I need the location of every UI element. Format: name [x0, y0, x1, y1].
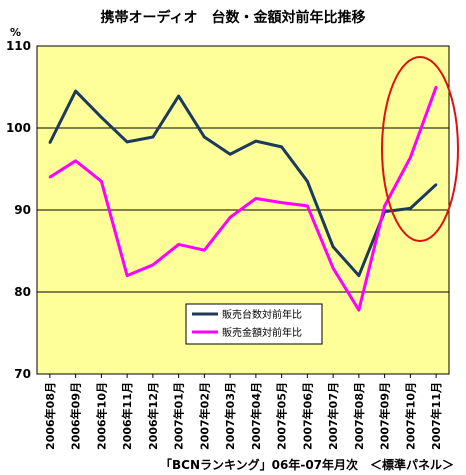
legend-label-sales-units: 販売台数対前年比 [222, 308, 302, 321]
data-point [151, 263, 155, 267]
data-point [357, 274, 361, 277]
y-tick-label: 100 [6, 121, 31, 135]
series-lines [48, 85, 438, 312]
data-point [151, 135, 155, 139]
data-point [177, 94, 180, 98]
x-tick-label: 2007年09月 [378, 382, 392, 450]
data-point [125, 140, 129, 144]
x-axis: 2006年08月 2006年09月 2006年10月 2006年11月 2006年12月… [43, 374, 443, 450]
gridlines [37, 127, 449, 293]
highlight-ellipse [381, 56, 459, 242]
data-point [357, 308, 361, 312]
y-axis: 70 80 90 100 110 [6, 39, 31, 381]
source-note: 「BCNランキング」06年-07年月次 ＜標準パネル＞ [160, 457, 454, 472]
x-tick-label: 2007年01月 [172, 382, 186, 450]
data-point [306, 180, 309, 183]
x-tick-label: 2006年08月 [43, 382, 57, 450]
chart-title: 携帯オーディオ 台数・金額対前年比推移 [100, 9, 365, 26]
data-point [434, 85, 438, 89]
x-tick-label: 2007年10月 [403, 382, 417, 450]
y-unit-label: % [10, 26, 21, 39]
data-point [331, 245, 335, 249]
x-tick-label: 2007年11月 [429, 382, 443, 450]
data-point [48, 141, 52, 144]
data-point [74, 159, 77, 162]
x-tick-label: 2006年10月 [94, 382, 108, 450]
data-point [409, 156, 412, 159]
y-tick-label: 110 [6, 39, 31, 53]
y-tick-label: 80 [14, 285, 31, 299]
data-point [280, 145, 283, 149]
y-tick-label: 70 [14, 367, 31, 381]
data-point [306, 204, 309, 208]
x-tick-label: 2007年08月 [352, 382, 366, 450]
data-point [74, 89, 77, 93]
data-point [409, 207, 412, 210]
data-point [100, 180, 103, 183]
x-tick-label: 2007年03月 [223, 382, 237, 450]
x-tick-label: 2006年09月 [69, 382, 83, 450]
data-point [254, 139, 258, 143]
x-tick-label: 2007年04月 [249, 382, 263, 450]
legend-label-sales-amount: 販売金額対前年比 [222, 326, 302, 339]
series-line-1 [49, 86, 438, 312]
data-point [228, 153, 232, 156]
x-tick-label: 2007年05月 [275, 382, 289, 450]
x-tick-label: 2006年12月 [146, 382, 160, 450]
data-point [125, 274, 129, 277]
data-point [331, 267, 335, 270]
x-tick-label: 2007年06月 [300, 382, 314, 450]
series-line-0 [48, 89, 438, 278]
x-tick-label: 2007年07月 [326, 382, 340, 450]
data-point [203, 248, 206, 252]
x-tick-label: 2006年11月 [120, 382, 134, 450]
data-point [254, 197, 258, 200]
data-point [434, 183, 438, 186]
y-tick-label: 90 [14, 203, 31, 217]
data-point [100, 116, 103, 119]
data-point [203, 135, 206, 139]
data-point [177, 243, 180, 246]
data-point [383, 204, 386, 208]
legend: 販売台数対前年比 販売金額対前年比 [185, 303, 323, 345]
data-point [280, 201, 283, 204]
data-point [48, 176, 52, 179]
data-point [228, 216, 232, 219]
x-tick-label: 2007年02月 [197, 382, 211, 450]
